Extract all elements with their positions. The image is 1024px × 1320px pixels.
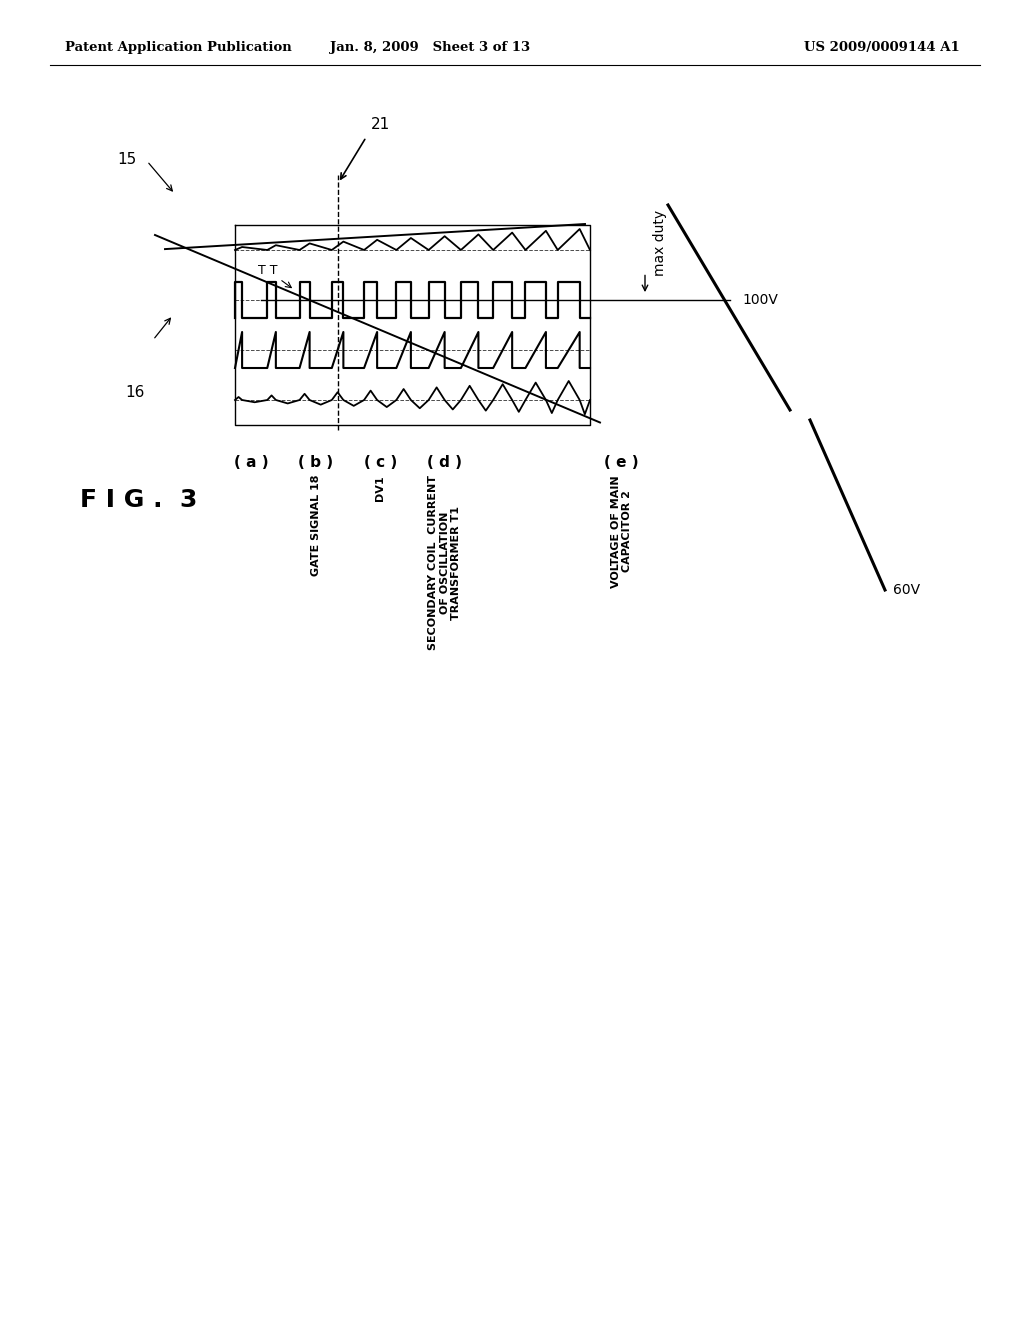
Text: GATE SIGNAL 18: GATE SIGNAL 18 xyxy=(310,475,321,577)
Text: ( d ): ( d ) xyxy=(427,455,462,470)
Text: 60V: 60V xyxy=(893,583,921,597)
Text: max duty: max duty xyxy=(653,210,667,276)
Text: 16: 16 xyxy=(126,385,145,400)
Text: Jan. 8, 2009   Sheet 3 of 13: Jan. 8, 2009 Sheet 3 of 13 xyxy=(330,41,530,54)
Text: T T: T T xyxy=(258,264,278,277)
Text: 21: 21 xyxy=(372,117,390,132)
Text: ( b ): ( b ) xyxy=(298,455,333,470)
Text: SECONDARY COIL  CURRENT
OF OSCILLATION
TRANSFORMER T1: SECONDARY COIL CURRENT OF OSCILLATION TR… xyxy=(428,475,462,649)
Text: US 2009/0009144 A1: US 2009/0009144 A1 xyxy=(804,41,961,54)
Text: DV1: DV1 xyxy=(375,475,385,500)
Text: F I G .  3: F I G . 3 xyxy=(80,488,198,512)
Text: ( c ): ( c ) xyxy=(364,455,397,470)
Text: 15: 15 xyxy=(118,152,137,166)
Text: 100V: 100V xyxy=(742,293,778,308)
Text: VOLTAGE OF MAIN
CAPACITOR 2: VOLTAGE OF MAIN CAPACITOR 2 xyxy=(610,475,633,587)
Text: ( e ): ( e ) xyxy=(604,455,639,470)
Text: ( a ): ( a ) xyxy=(233,455,268,470)
Text: Patent Application Publication: Patent Application Publication xyxy=(65,41,292,54)
